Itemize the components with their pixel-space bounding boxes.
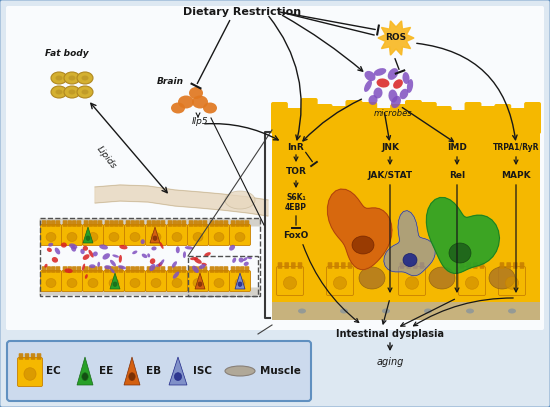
Ellipse shape xyxy=(130,232,140,241)
FancyBboxPatch shape xyxy=(126,266,130,273)
Text: S6K₁: S6K₁ xyxy=(286,193,306,203)
FancyBboxPatch shape xyxy=(89,266,93,273)
FancyBboxPatch shape xyxy=(135,220,140,227)
FancyBboxPatch shape xyxy=(76,220,81,227)
Text: Intestinal dysplasia: Intestinal dysplasia xyxy=(336,329,444,339)
Polygon shape xyxy=(235,273,245,289)
Ellipse shape xyxy=(173,271,179,279)
Polygon shape xyxy=(83,227,93,243)
Polygon shape xyxy=(169,357,187,385)
Bar xyxy=(272,302,540,320)
Ellipse shape xyxy=(102,253,110,260)
FancyBboxPatch shape xyxy=(465,102,481,134)
FancyBboxPatch shape xyxy=(114,266,119,273)
Ellipse shape xyxy=(190,257,198,260)
Ellipse shape xyxy=(405,277,419,289)
FancyBboxPatch shape xyxy=(182,220,186,227)
Ellipse shape xyxy=(109,278,119,287)
Text: JAK/STAT: JAK/STAT xyxy=(367,171,412,180)
Text: ROS: ROS xyxy=(386,33,406,42)
Ellipse shape xyxy=(225,191,255,209)
FancyBboxPatch shape xyxy=(284,262,289,269)
Bar xyxy=(272,130,540,320)
FancyBboxPatch shape xyxy=(82,271,103,291)
FancyBboxPatch shape xyxy=(168,266,172,273)
Ellipse shape xyxy=(97,262,100,267)
FancyBboxPatch shape xyxy=(168,220,172,227)
Ellipse shape xyxy=(104,265,111,269)
FancyBboxPatch shape xyxy=(480,262,485,269)
FancyBboxPatch shape xyxy=(507,262,511,269)
FancyBboxPatch shape xyxy=(98,220,102,227)
Ellipse shape xyxy=(69,90,75,94)
Ellipse shape xyxy=(89,264,96,268)
Ellipse shape xyxy=(46,232,56,241)
Text: Fat body: Fat body xyxy=(45,50,89,59)
FancyBboxPatch shape xyxy=(210,266,215,273)
Ellipse shape xyxy=(247,256,252,259)
Polygon shape xyxy=(378,21,414,55)
Polygon shape xyxy=(124,357,140,385)
FancyBboxPatch shape xyxy=(124,271,146,291)
Ellipse shape xyxy=(429,267,455,289)
FancyBboxPatch shape xyxy=(230,220,235,227)
FancyBboxPatch shape xyxy=(31,353,35,360)
Ellipse shape xyxy=(183,252,186,258)
Ellipse shape xyxy=(158,262,162,267)
Ellipse shape xyxy=(466,309,474,313)
Ellipse shape xyxy=(47,247,52,252)
Ellipse shape xyxy=(142,254,147,258)
FancyBboxPatch shape xyxy=(130,220,135,227)
Ellipse shape xyxy=(150,258,155,264)
Polygon shape xyxy=(110,273,120,289)
FancyBboxPatch shape xyxy=(147,266,151,273)
Ellipse shape xyxy=(243,257,248,261)
FancyBboxPatch shape xyxy=(93,266,98,273)
FancyBboxPatch shape xyxy=(46,220,51,227)
Ellipse shape xyxy=(172,261,177,268)
FancyBboxPatch shape xyxy=(119,220,123,227)
Ellipse shape xyxy=(81,90,89,94)
Ellipse shape xyxy=(64,72,80,84)
Ellipse shape xyxy=(171,103,185,114)
Text: Dietary Restriction: Dietary Restriction xyxy=(183,7,301,17)
FancyBboxPatch shape xyxy=(124,225,146,245)
Ellipse shape xyxy=(89,250,94,258)
FancyBboxPatch shape xyxy=(89,220,93,227)
Text: TOR: TOR xyxy=(285,168,306,177)
Polygon shape xyxy=(426,197,499,274)
Ellipse shape xyxy=(160,242,163,249)
Text: microbes: microbes xyxy=(373,109,412,118)
FancyBboxPatch shape xyxy=(331,106,348,134)
FancyBboxPatch shape xyxy=(76,266,81,273)
FancyBboxPatch shape xyxy=(51,220,56,227)
FancyBboxPatch shape xyxy=(189,266,193,273)
FancyBboxPatch shape xyxy=(119,266,123,273)
Ellipse shape xyxy=(24,368,36,380)
FancyBboxPatch shape xyxy=(7,341,311,401)
Ellipse shape xyxy=(424,309,432,313)
FancyBboxPatch shape xyxy=(286,108,303,134)
FancyBboxPatch shape xyxy=(156,220,161,227)
Ellipse shape xyxy=(193,232,203,241)
Ellipse shape xyxy=(132,251,138,254)
FancyBboxPatch shape xyxy=(224,220,228,227)
FancyBboxPatch shape xyxy=(189,220,193,227)
FancyBboxPatch shape xyxy=(390,104,407,134)
FancyBboxPatch shape xyxy=(172,266,177,273)
FancyBboxPatch shape xyxy=(177,220,182,227)
Ellipse shape xyxy=(199,264,206,269)
Ellipse shape xyxy=(172,278,182,287)
Ellipse shape xyxy=(119,255,122,263)
Text: Rel: Rel xyxy=(449,171,465,180)
Ellipse shape xyxy=(403,72,410,84)
FancyBboxPatch shape xyxy=(146,225,167,245)
Ellipse shape xyxy=(80,249,85,254)
FancyBboxPatch shape xyxy=(400,262,404,269)
Ellipse shape xyxy=(64,86,80,98)
Ellipse shape xyxy=(382,309,390,313)
Ellipse shape xyxy=(340,309,348,313)
Text: Lipids: Lipids xyxy=(95,145,118,171)
Ellipse shape xyxy=(214,232,224,241)
